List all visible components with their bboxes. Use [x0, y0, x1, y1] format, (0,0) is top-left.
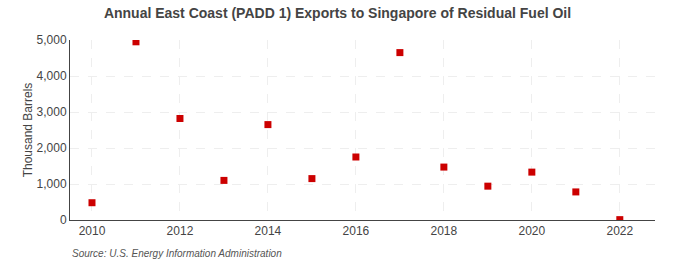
svg-text:2014: 2014 — [255, 224, 282, 238]
svg-text:2010: 2010 — [79, 224, 106, 238]
svg-text:1,000: 1,000 — [37, 177, 67, 191]
svg-text:2016: 2016 — [343, 224, 370, 238]
svg-text:0: 0 — [60, 213, 67, 227]
svg-text:5,000: 5,000 — [37, 33, 67, 47]
svg-text:2,000: 2,000 — [37, 141, 67, 155]
svg-text:Annual East Coast (PADD 1) Exp: Annual East Coast (PADD 1) Exports to Si… — [104, 5, 571, 21]
svg-text:4,000: 4,000 — [37, 69, 67, 83]
svg-text:Source: U.S. Energy Informatio: Source: U.S. Energy Information Administ… — [72, 248, 282, 259]
svg-text:2012: 2012 — [167, 224, 194, 238]
svg-text:2020: 2020 — [518, 224, 545, 238]
svg-text:Thousand Barrels: Thousand Barrels — [21, 83, 35, 178]
svg-text:2022: 2022 — [606, 224, 633, 238]
svg-text:2018: 2018 — [431, 224, 458, 238]
svg-text:3,000: 3,000 — [37, 105, 67, 119]
